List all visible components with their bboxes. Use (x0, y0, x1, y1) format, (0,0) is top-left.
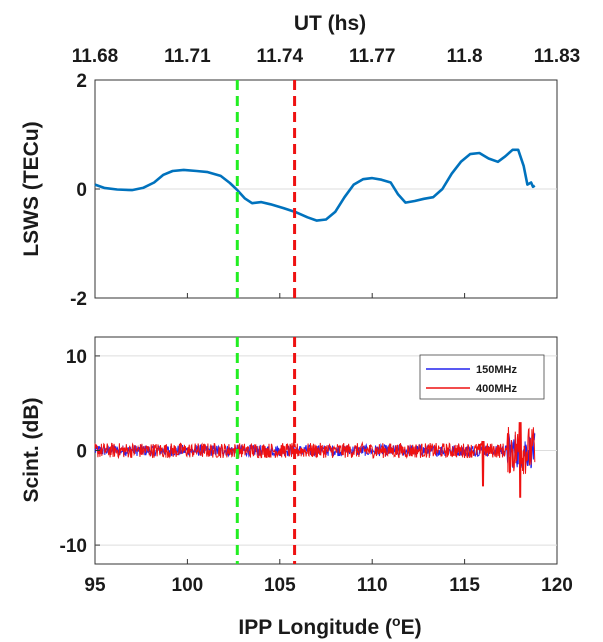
top-tick-label: 11.77 (349, 46, 396, 67)
x-axis-ticks: 95 100 105 110 115 120 (84, 559, 573, 596)
scint-y-ticks: -10 0 10 (60, 347, 100, 557)
x-tick-label: 120 (541, 575, 573, 596)
x-axis-label-unit: E (401, 616, 415, 639)
x-axis-label: IPP Longitude (oE) (238, 613, 421, 639)
x-axis-label-superscript: o (392, 613, 401, 629)
top-axis-ticks: 11.68 11.71 11.74 11.77 11.8 11.83 (72, 46, 581, 85)
top-tick-label: 11.8 (447, 46, 483, 67)
scint-panel: -10 0 10 95 100 105 110 115 120 Scint. (dB) 150… (20, 336, 573, 639)
lsws-panel: -2 0 2 LSWS (TECu) (20, 71, 558, 310)
lsws-y-tick-label: 0 (76, 180, 87, 201)
scint-y-tick-label: -10 (60, 536, 87, 557)
scint-event-lines (235, 337, 297, 564)
legend-label-400mhz: 400MHz (476, 383, 517, 395)
x-tick-label: 95 (84, 575, 106, 596)
lsws-event-lines (235, 80, 297, 298)
x-tick-label: 105 (264, 575, 296, 596)
top-tick-label: 11.71 (164, 46, 211, 67)
legend: 150MHz 400MHz (419, 354, 545, 400)
lsws-y-label: LSWS (TECu) (20, 121, 43, 256)
lsws-y-tick-label: 2 (76, 71, 87, 92)
top-tick-label: 11.74 (257, 46, 304, 67)
top-tick-label: 11.83 (534, 46, 581, 67)
scint-series (94, 422, 536, 498)
x-tick-label: 110 (357, 575, 388, 596)
scint-y-tick-label: 0 (76, 442, 87, 463)
scint-series-400MHz (94, 422, 536, 498)
x-axis-label-main: IPP Longitude (238, 616, 379, 639)
scint-y-tick-label: 10 (66, 347, 87, 368)
legend-box (419, 354, 545, 400)
lsws-series-line (94, 148, 536, 222)
x-tick-label: 100 (172, 575, 204, 596)
legend-label-150mhz: 150MHz (476, 364, 517, 376)
lsws-y-tick-label: -2 (70, 289, 87, 310)
top-tick-label: 11.68 (72, 46, 119, 67)
scint-y-label: Scint. (dB) (20, 398, 43, 503)
lsws-y-ticks: -2 0 2 (70, 71, 558, 310)
top-axis-label: UT (hs) (294, 12, 366, 35)
x-tick-label: 115 (449, 575, 480, 596)
